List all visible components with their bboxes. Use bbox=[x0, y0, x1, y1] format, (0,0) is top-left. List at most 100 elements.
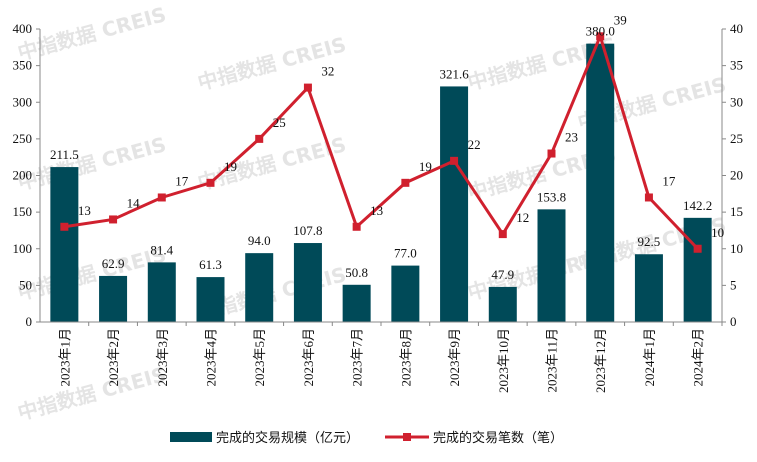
bar-value-label: 77.0 bbox=[394, 246, 417, 261]
left-tick-label: 200 bbox=[13, 168, 33, 183]
left-tick-label: 250 bbox=[13, 131, 33, 146]
bar bbox=[50, 167, 79, 322]
watermark-text: 中指数据 CREIS bbox=[15, 242, 169, 305]
bar bbox=[440, 86, 469, 322]
bar bbox=[245, 253, 274, 322]
bar bbox=[196, 277, 225, 322]
bar bbox=[634, 254, 663, 322]
line-value-label: 22 bbox=[468, 137, 481, 152]
bar bbox=[342, 284, 371, 322]
bar-value-label: 92.5 bbox=[638, 234, 661, 249]
bar bbox=[391, 265, 420, 322]
line-value-label: 13 bbox=[370, 203, 383, 218]
x-tick-label: 2023年11月 bbox=[545, 328, 560, 393]
left-tick-label: 150 bbox=[13, 204, 33, 219]
left-tick-label: 0 bbox=[26, 314, 33, 329]
watermark-text: 中指数据 CREIS bbox=[15, 362, 169, 425]
bar-value-label: 153.8 bbox=[537, 189, 566, 204]
bar bbox=[99, 275, 128, 322]
left-tick-label: 350 bbox=[13, 58, 33, 73]
bar-value-label: 211.5 bbox=[50, 147, 79, 162]
x-tick-label: 2023年2月 bbox=[106, 328, 121, 387]
watermark-text: 中指数据 CREIS bbox=[15, 2, 169, 65]
bar-value-label: 321.6 bbox=[439, 66, 469, 81]
bar-value-label: 50.8 bbox=[345, 265, 368, 280]
left-tick-label: 50 bbox=[19, 277, 32, 292]
line-marker bbox=[401, 178, 410, 187]
line-series bbox=[60, 31, 702, 253]
x-tick-label: 2023年6月 bbox=[301, 328, 316, 387]
x-tick-label: 2023年3月 bbox=[155, 328, 170, 387]
watermark-text: 中指数据 CREIS bbox=[15, 132, 169, 195]
line-value-label: 10 bbox=[711, 225, 724, 240]
line-marker bbox=[547, 149, 556, 158]
bar bbox=[586, 43, 615, 323]
bar bbox=[293, 243, 322, 322]
legend: 完成的交易规模（亿元） 完成的交易笔数（笔） bbox=[170, 430, 563, 446]
bar bbox=[488, 286, 517, 322]
line-value-label: 19 bbox=[224, 159, 237, 174]
bar-value-label: 380.0 bbox=[586, 24, 615, 39]
line-marker bbox=[596, 32, 605, 41]
line-marker bbox=[255, 134, 264, 143]
right-tick-label: 0 bbox=[730, 314, 737, 329]
x-tick-label: 2024年2月 bbox=[691, 328, 706, 387]
right-tick-label: 35 bbox=[730, 58, 743, 73]
line-marker bbox=[352, 222, 361, 231]
x-tick-label: 2023年10月 bbox=[496, 328, 511, 393]
line-marker bbox=[60, 222, 69, 231]
line-marker bbox=[644, 193, 653, 202]
x-tick-label: 2023年12月 bbox=[593, 328, 608, 393]
x-tick-label: 2023年4月 bbox=[204, 328, 219, 387]
right-tick-label: 25 bbox=[730, 131, 743, 146]
line-value-label: 32 bbox=[321, 64, 334, 79]
legend-label-bar: 完成的交易规模（亿元） bbox=[216, 430, 359, 446]
line-marker bbox=[157, 193, 166, 202]
line-marker bbox=[303, 83, 312, 92]
bar-value-label: 47.9 bbox=[491, 267, 514, 282]
data-labels: 211.5 62.9 81.4 61.3 94.0 107.8 50.8 77.0 321.6 4… bbox=[50, 12, 724, 282]
right-tick-label: 30 bbox=[730, 94, 743, 109]
right-tick-label: 5 bbox=[730, 277, 737, 292]
line-value-label: 25 bbox=[273, 115, 286, 130]
line-value-label: 19 bbox=[419, 159, 432, 174]
left-tick-label: 300 bbox=[13, 94, 33, 109]
bar bbox=[147, 262, 176, 322]
left-tick-label: 100 bbox=[13, 241, 33, 256]
left-tick-label: 400 bbox=[13, 21, 33, 36]
line-marker bbox=[109, 215, 118, 224]
line-marker bbox=[450, 156, 459, 165]
x-tick-label: 2023年7月 bbox=[350, 328, 365, 387]
line-value-label: 39 bbox=[614, 12, 627, 27]
right-tick-label: 10 bbox=[730, 241, 743, 256]
bar-value-label: 94.0 bbox=[248, 233, 271, 248]
legend-marker bbox=[403, 433, 411, 441]
line-value-label: 12 bbox=[516, 210, 529, 225]
bar bbox=[537, 209, 566, 322]
bar-value-label: 107.8 bbox=[293, 223, 322, 238]
bar-value-label: 62.9 bbox=[102, 256, 125, 271]
legend-swatch-bar bbox=[170, 432, 212, 442]
line-value-label: 13 bbox=[78, 203, 91, 218]
bar-value-label: 61.3 bbox=[199, 257, 222, 272]
line-value-label: 17 bbox=[662, 173, 676, 188]
line-value-label: 23 bbox=[565, 130, 578, 145]
x-tick-label: 2024年1月 bbox=[642, 328, 657, 387]
axes: 0 50 100 150 200 250 300 350 400 0 5 10 15 20 25 30 35 40… bbox=[13, 21, 744, 393]
right-tick-label: 40 bbox=[730, 21, 743, 36]
line-path bbox=[64, 31, 699, 250]
bar-value-label: 81.4 bbox=[150, 242, 173, 257]
x-tick-label: 2023年9月 bbox=[447, 328, 462, 387]
line-value-label: 17 bbox=[175, 173, 189, 188]
right-tick-label: 20 bbox=[730, 168, 743, 183]
x-tick-label: 2023年8月 bbox=[398, 328, 413, 387]
bar-value-label: 142.2 bbox=[683, 198, 712, 213]
x-tick-label: 2023年5月 bbox=[252, 328, 267, 387]
bars bbox=[50, 43, 712, 323]
line-marker bbox=[206, 178, 215, 187]
line-marker bbox=[498, 230, 507, 239]
bar bbox=[683, 217, 712, 322]
x-tick-label: 2023年1月 bbox=[57, 328, 72, 387]
line-value-label: 14 bbox=[127, 195, 141, 210]
